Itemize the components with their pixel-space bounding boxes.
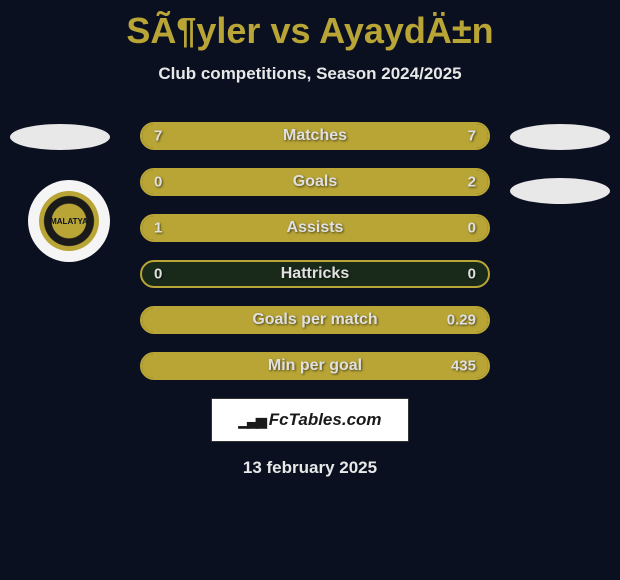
chart-icon: ▁▃▅	[238, 412, 264, 429]
player-right-placeholder-2	[510, 178, 610, 204]
bar-value-right: 0	[468, 266, 476, 283]
stat-bar-row: 0Hattricks0	[140, 260, 490, 288]
bar-value-right: 7	[468, 128, 476, 145]
stat-bar-row: 7Matches7	[140, 122, 490, 150]
team-badge-left: MALATYA	[28, 180, 110, 262]
stat-bar-row: 0Goals2	[140, 168, 490, 196]
stat-bar-row: 1Assists0	[140, 214, 490, 242]
bar-value-right: 2	[468, 174, 476, 191]
player-left-placeholder	[10, 124, 110, 150]
team-badge-left-inner: MALATYA	[39, 191, 99, 251]
bar-value-right: 0	[468, 220, 476, 237]
fctables-label: FcTables.com	[269, 410, 382, 430]
bar-label: Goals per match	[142, 311, 488, 329]
fctables-watermark: ▁▃▅ FcTables.com	[211, 398, 409, 442]
page-subtitle: Club competitions, Season 2024/2025	[0, 64, 620, 84]
bar-value-right: 435	[451, 358, 476, 375]
bar-label: Assists	[142, 219, 488, 237]
bar-label: Hattricks	[142, 265, 488, 283]
player-right-placeholder-1	[510, 124, 610, 150]
stat-bar-row: Goals per match0.29	[140, 306, 490, 334]
page-title: SÃ¶yler vs AyaydÄ±n	[0, 0, 620, 52]
bar-label: Matches	[142, 127, 488, 145]
date-text: 13 february 2025	[0, 458, 620, 478]
bar-label: Goals	[142, 173, 488, 191]
bar-value-right: 0.29	[447, 312, 476, 329]
stat-bar-row: Min per goal435	[140, 352, 490, 380]
stat-bars: 7Matches70Goals21Assists00Hattricks0Goal…	[140, 122, 490, 398]
bar-label: Min per goal	[142, 357, 488, 375]
